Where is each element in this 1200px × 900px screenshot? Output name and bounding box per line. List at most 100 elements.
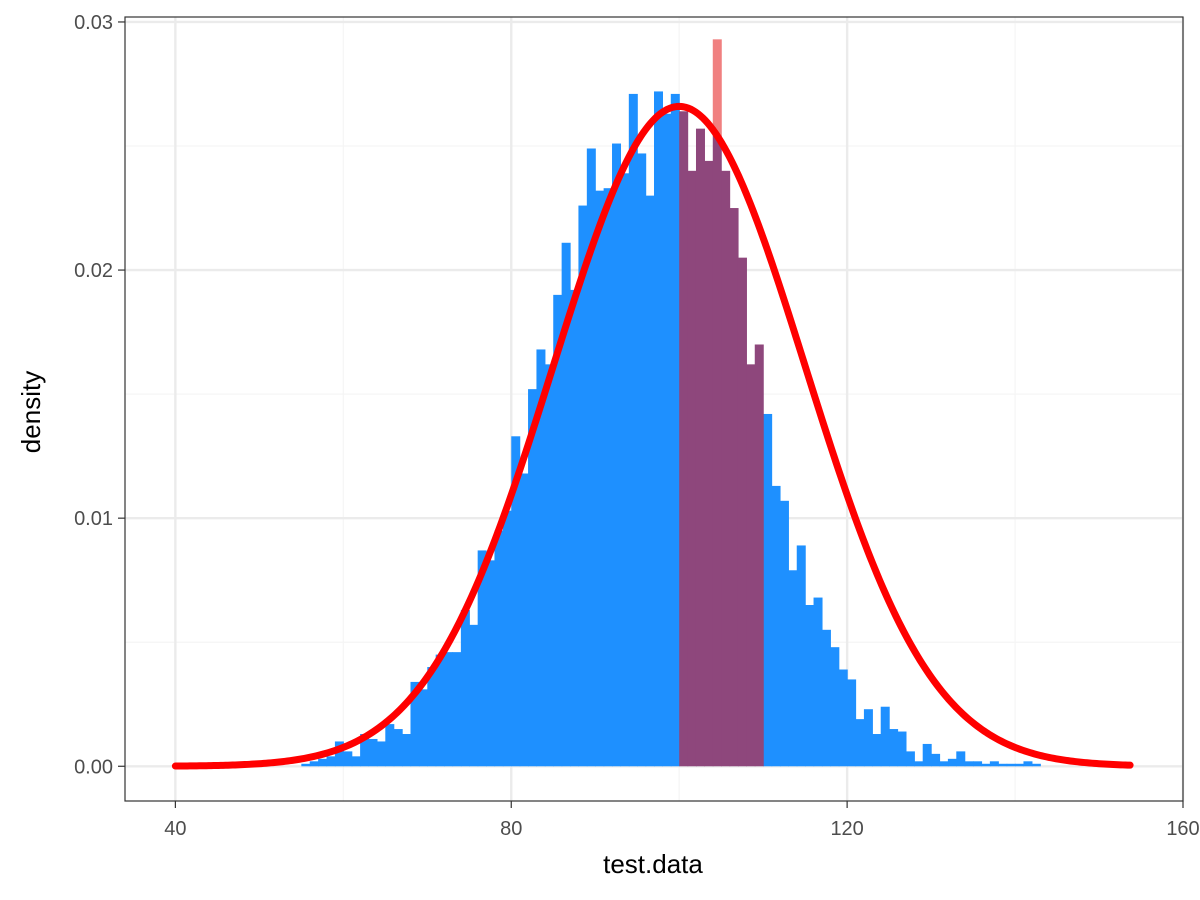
histogram-bar (368, 738, 378, 767)
histogram-bar (326, 756, 336, 767)
histogram-bar (343, 751, 353, 767)
highlight-bar (721, 170, 731, 767)
histogram-bar (435, 654, 445, 767)
histogram-bar (318, 758, 328, 767)
histogram-bar (402, 734, 412, 767)
x-tick-label: 160 (1166, 818, 1199, 840)
highlight-bar (712, 135, 722, 767)
histogram-bar (502, 510, 512, 767)
histogram-bar (586, 148, 596, 767)
histogram-bar (351, 756, 361, 767)
y-tick-label: 0.00 (74, 756, 113, 778)
histogram-bar (1015, 763, 1025, 767)
histogram-bar (838, 669, 848, 767)
histogram-bar (905, 751, 915, 767)
histogram-bar (662, 113, 672, 767)
histogram-bar (519, 473, 529, 767)
histogram-bars (183, 91, 1041, 767)
highlight-bar (695, 128, 705, 767)
highlight-bar (737, 257, 747, 767)
histogram-bar (578, 205, 588, 767)
histogram-bar (301, 763, 311, 767)
histogram-bar (595, 190, 605, 767)
highlight-bar (704, 160, 714, 767)
histogram-bar (477, 550, 487, 767)
histogram-bar (931, 753, 941, 767)
highlight-bar (679, 111, 689, 767)
histogram-bar (418, 689, 428, 767)
histogram-bar (989, 761, 999, 767)
histogram-bar (830, 647, 840, 767)
histogram-bar (452, 652, 462, 767)
histogram-bar (821, 629, 831, 767)
histogram-bar (460, 609, 470, 767)
histogram-bar (973, 761, 983, 767)
histogram-bar (788, 570, 798, 767)
highlight-bar-excess (712, 39, 722, 136)
x-axis: 40 80 120 160 (164, 801, 1200, 840)
histogram-bar (1023, 761, 1033, 767)
histogram-bar (486, 560, 496, 767)
histogram-bar (360, 734, 370, 767)
histogram-bar (528, 389, 538, 767)
histogram-bar (385, 724, 395, 767)
histogram-bar (771, 485, 781, 767)
histogram-bar (444, 652, 454, 767)
histogram-bar (855, 719, 865, 767)
histogram-bar (914, 761, 924, 767)
histogram-bar (553, 294, 563, 767)
histogram-bar (645, 195, 655, 767)
histogram-bar (796, 545, 806, 767)
histogram-bar (847, 679, 857, 767)
histogram-bar (763, 413, 773, 767)
histogram-bar (427, 667, 437, 767)
highlight-bar (746, 364, 756, 767)
histogram-bar (654, 91, 663, 767)
histogram-bar (494, 530, 504, 767)
histogram-bar (889, 729, 899, 767)
histogram-bar (637, 153, 647, 767)
histogram-bar (1006, 763, 1016, 767)
highlight-region-bars (679, 39, 764, 767)
histogram-bar (544, 364, 554, 767)
histogram-bar (939, 761, 949, 767)
highlight-bar (754, 344, 764, 767)
x-tick-label: 80 (500, 818, 522, 840)
highlight-bar (687, 170, 697, 767)
histogram-bar (670, 93, 680, 767)
x-tick-label: 120 (830, 818, 863, 840)
histogram-bar (779, 500, 789, 767)
histogram-bar (872, 734, 882, 767)
histogram-bar (376, 741, 386, 767)
histogram-bar (570, 289, 580, 767)
histogram-bar (922, 743, 932, 767)
histogram-bar (805, 605, 815, 767)
histogram-bar (998, 763, 1008, 767)
x-axis-title: test.data (603, 849, 703, 879)
histogram-bar (863, 709, 873, 767)
y-axis: 0.00 0.01 0.02 0.03 (74, 12, 125, 778)
histogram-bar (897, 731, 907, 767)
histogram-bar (981, 763, 991, 767)
histogram-bar (956, 751, 966, 767)
histogram-bar (880, 706, 890, 767)
histogram-bar (536, 349, 546, 767)
histogram-bar (334, 741, 344, 767)
histogram-bar (1031, 763, 1041, 767)
histogram-bar (469, 624, 479, 767)
panel-border (124, 16, 1184, 802)
histogram-bar (964, 761, 974, 767)
histogram-bar (603, 188, 613, 767)
histogram-bar (410, 681, 420, 767)
y-tick-label: 0.02 (74, 260, 113, 282)
y-tick-label: 0.03 (74, 12, 113, 34)
histogram-bar (628, 93, 638, 767)
normal-density-curve (171, 102, 1134, 770)
histogram-bar (813, 597, 823, 767)
histogram-bar (309, 761, 319, 767)
histogram-bar (511, 436, 521, 767)
histogram-bar (612, 143, 622, 767)
x-tick-label: 40 (164, 818, 186, 840)
histogram-bar (561, 242, 571, 767)
